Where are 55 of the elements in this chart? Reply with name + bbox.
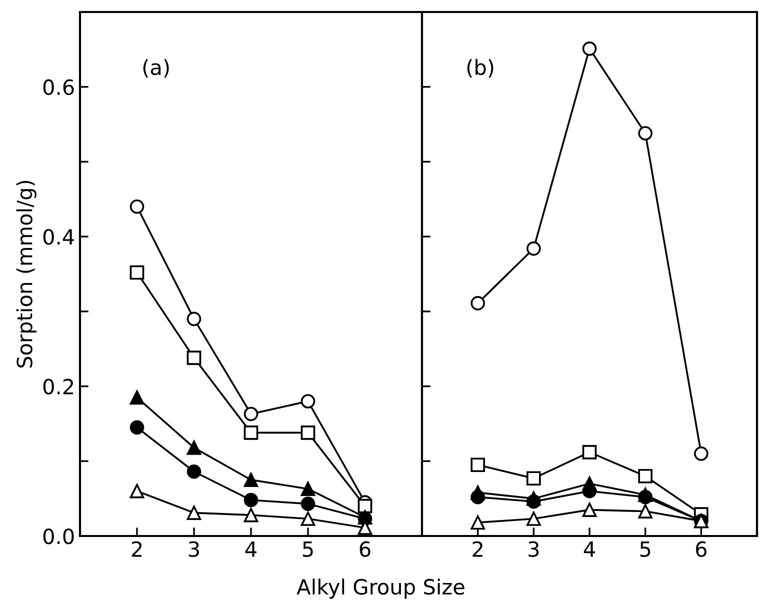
x-tick-label: 4 — [584, 542, 595, 557]
y-axis-title: Sorption (mmol/g) — [16, 180, 36, 368]
point — [300, 426, 316, 440]
x-tick-label: 5 — [640, 542, 650, 557]
point — [694, 446, 708, 461]
point — [244, 492, 258, 508]
point — [186, 312, 202, 326]
point — [638, 468, 652, 484]
y-tick-label: 0.2 — [43, 378, 74, 394]
point — [130, 420, 144, 435]
point — [130, 265, 144, 280]
y-tick-label: 0.0 — [43, 528, 74, 544]
point — [526, 471, 541, 486]
point — [582, 445, 597, 460]
point — [300, 496, 316, 511]
point — [300, 512, 316, 526]
point — [526, 512, 541, 526]
point — [186, 464, 202, 479]
point — [130, 390, 144, 405]
x-tick-label: 3 — [188, 541, 199, 557]
x-tick-label: 6 — [696, 541, 706, 557]
point — [526, 241, 541, 256]
point — [300, 482, 316, 496]
point — [638, 490, 652, 504]
point — [470, 515, 485, 530]
point — [244, 472, 258, 488]
point — [186, 506, 202, 520]
annotation: (a) — [143, 59, 169, 78]
point — [244, 508, 258, 522]
x-tick-label: 6 — [360, 541, 370, 557]
point — [130, 484, 144, 498]
point — [244, 426, 258, 440]
point — [526, 494, 541, 509]
x-axis-title: Alkyl Group Size — [296, 578, 464, 599]
point — [186, 350, 202, 365]
point — [582, 42, 597, 56]
point — [638, 126, 652, 140]
point — [244, 406, 258, 422]
point — [130, 199, 144, 214]
x-tick-label: 5 — [302, 542, 313, 557]
x-tick-label: 2 — [132, 541, 142, 557]
point — [638, 504, 652, 518]
x-tick-label: 4 — [245, 542, 256, 557]
point — [300, 394, 316, 408]
point — [470, 296, 485, 310]
point — [358, 498, 372, 514]
x-tick-label: 2 — [472, 541, 482, 557]
y-tick-label: 0.4 — [43, 229, 74, 245]
point — [186, 440, 202, 455]
point — [470, 490, 485, 504]
x-tick-label: 3 — [528, 541, 539, 557]
point — [470, 458, 485, 472]
point — [582, 502, 597, 517]
y-tick-label: 0.6 — [43, 79, 74, 96]
annotation: (b) — [467, 59, 494, 78]
